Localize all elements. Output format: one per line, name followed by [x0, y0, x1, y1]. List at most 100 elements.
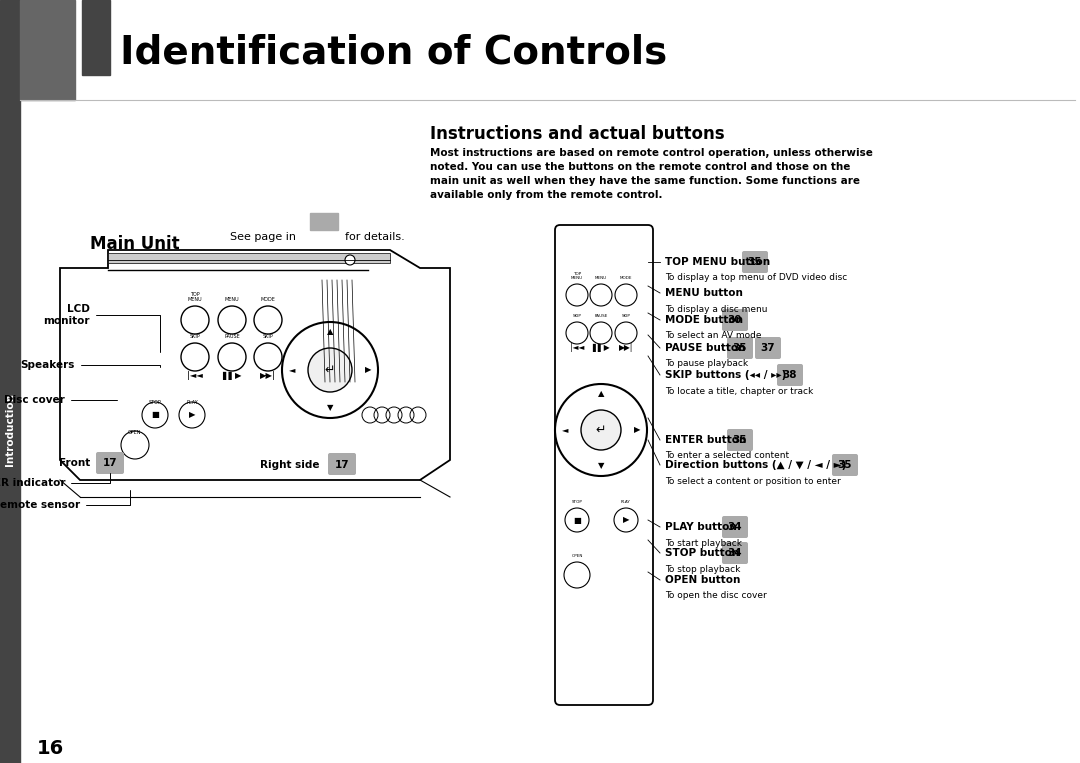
Text: PLAY: PLAY — [186, 400, 198, 405]
Circle shape — [581, 410, 621, 450]
Text: PAUSE: PAUSE — [225, 334, 240, 339]
Text: SKIP: SKIP — [262, 334, 273, 339]
Text: 34: 34 — [728, 522, 742, 532]
Text: Disc cover: Disc cover — [4, 395, 65, 405]
Text: ▶: ▶ — [365, 365, 372, 375]
Text: noted. You can use the buttons on the remote control and those on the: noted. You can use the buttons on the re… — [430, 162, 850, 172]
FancyBboxPatch shape — [742, 251, 768, 273]
Text: 35: 35 — [732, 343, 747, 353]
Text: ▲: ▲ — [327, 327, 334, 336]
Text: ENTER button: ENTER button — [665, 435, 746, 445]
Text: POWER indicator: POWER indicator — [0, 478, 65, 488]
Text: STOP: STOP — [149, 400, 161, 405]
Text: SKIP: SKIP — [572, 314, 581, 318]
Text: 37: 37 — [760, 343, 775, 353]
Text: See page in: See page in — [230, 232, 296, 242]
Text: ■: ■ — [573, 516, 581, 524]
Text: ↵: ↵ — [325, 363, 335, 376]
Text: |◄◄: |◄◄ — [570, 343, 584, 352]
Text: PAUSE button: PAUSE button — [665, 343, 745, 353]
FancyBboxPatch shape — [723, 309, 748, 331]
Text: Remote sensor: Remote sensor — [0, 500, 80, 510]
FancyBboxPatch shape — [727, 429, 753, 451]
Text: for details.: for details. — [345, 232, 405, 242]
Text: To display a top menu of DVD video disc: To display a top menu of DVD video disc — [665, 273, 847, 282]
Text: SKIP: SKIP — [622, 314, 631, 318]
Text: main unit as well when they have the same function. Some functions are: main unit as well when they have the sam… — [430, 176, 860, 186]
Text: available only from the remote control.: available only from the remote control. — [430, 190, 662, 200]
FancyBboxPatch shape — [555, 225, 653, 705]
Text: OPEN: OPEN — [129, 430, 141, 435]
Text: LCD
monitor: LCD monitor — [43, 304, 90, 326]
Text: To select an AV mode: To select an AV mode — [665, 331, 761, 340]
Text: To display a disc menu: To display a disc menu — [665, 304, 768, 314]
Text: 34: 34 — [728, 548, 742, 558]
Bar — [0, 0, 21, 763]
Text: ▲: ▲ — [597, 389, 604, 398]
Polygon shape — [120, 276, 352, 389]
Text: OPEN: OPEN — [571, 554, 583, 558]
Text: MODE button: MODE button — [665, 315, 743, 325]
Circle shape — [308, 348, 352, 392]
Text: Speakers: Speakers — [21, 360, 75, 370]
Text: 38: 38 — [783, 370, 797, 380]
FancyBboxPatch shape — [777, 364, 804, 386]
Bar — [310, 213, 338, 230]
Text: ▼: ▼ — [597, 462, 604, 471]
FancyBboxPatch shape — [832, 454, 858, 476]
Text: PLAY: PLAY — [621, 500, 631, 504]
Text: STOP button: STOP button — [665, 548, 739, 558]
Text: SKIP buttons (◂◂ / ▸▸): SKIP buttons (◂◂ / ▸▸) — [665, 370, 786, 380]
Text: TOP
MENU: TOP MENU — [188, 292, 202, 302]
Text: Introduction: Introduction — [5, 394, 15, 466]
Text: |◄◄: |◄◄ — [187, 371, 203, 379]
Text: MENU: MENU — [595, 276, 607, 280]
Text: MODE: MODE — [260, 297, 275, 302]
Circle shape — [345, 255, 355, 265]
Text: 35: 35 — [838, 460, 852, 470]
Text: 16: 16 — [37, 739, 64, 758]
Text: Instructions and actual buttons: Instructions and actual buttons — [430, 125, 725, 143]
Text: ▶▶|: ▶▶| — [260, 371, 275, 379]
FancyBboxPatch shape — [328, 453, 356, 475]
FancyBboxPatch shape — [723, 516, 748, 538]
Text: PLAY button: PLAY button — [665, 522, 737, 532]
FancyBboxPatch shape — [727, 337, 753, 359]
Polygon shape — [60, 250, 450, 480]
Text: 35: 35 — [732, 435, 747, 445]
Text: ▶: ▶ — [189, 410, 195, 420]
Text: ▌▌▶: ▌▌▶ — [592, 343, 610, 352]
Text: 17: 17 — [103, 458, 118, 468]
Bar — [82, 0, 110, 75]
FancyBboxPatch shape — [96, 452, 124, 474]
Text: To enter a selected content: To enter a selected content — [665, 452, 789, 461]
Circle shape — [555, 384, 647, 476]
Text: 35: 35 — [747, 257, 762, 267]
Text: TOP
MENU: TOP MENU — [571, 272, 583, 280]
Bar — [21, 0, 75, 100]
Text: MENU button: MENU button — [665, 288, 743, 298]
Text: ■: ■ — [151, 410, 159, 420]
Text: Front: Front — [58, 458, 90, 468]
Text: Main Unit: Main Unit — [90, 235, 179, 253]
Text: ▶▶|: ▶▶| — [619, 343, 633, 352]
Text: ▌▌▶: ▌▌▶ — [222, 371, 242, 379]
Text: Direction buttons (▲ / ▼ / ◄ / ►): Direction buttons (▲ / ▼ / ◄ / ►) — [665, 460, 847, 470]
Text: To locate a title, chapter or track: To locate a title, chapter or track — [665, 387, 813, 395]
Text: TOP MENU button: TOP MENU button — [665, 257, 770, 267]
Circle shape — [282, 322, 378, 418]
Text: OPEN button: OPEN button — [665, 575, 741, 585]
Text: MODE: MODE — [620, 276, 632, 280]
FancyBboxPatch shape — [755, 337, 781, 359]
Text: ▶: ▶ — [634, 426, 640, 434]
Text: Most instructions are based on remote control operation, unless otherwise: Most instructions are based on remote co… — [430, 148, 873, 158]
Text: To start playback: To start playback — [665, 539, 742, 548]
Text: To open the disc cover: To open the disc cover — [665, 591, 767, 600]
Text: ▼: ▼ — [327, 404, 334, 413]
Text: To stop playback: To stop playback — [665, 565, 741, 574]
Text: PAUSE: PAUSE — [594, 314, 608, 318]
Text: MENU: MENU — [225, 297, 240, 302]
Text: ▶: ▶ — [623, 516, 630, 524]
Text: ↵: ↵ — [596, 423, 606, 436]
Text: To pause playback: To pause playback — [665, 359, 748, 369]
